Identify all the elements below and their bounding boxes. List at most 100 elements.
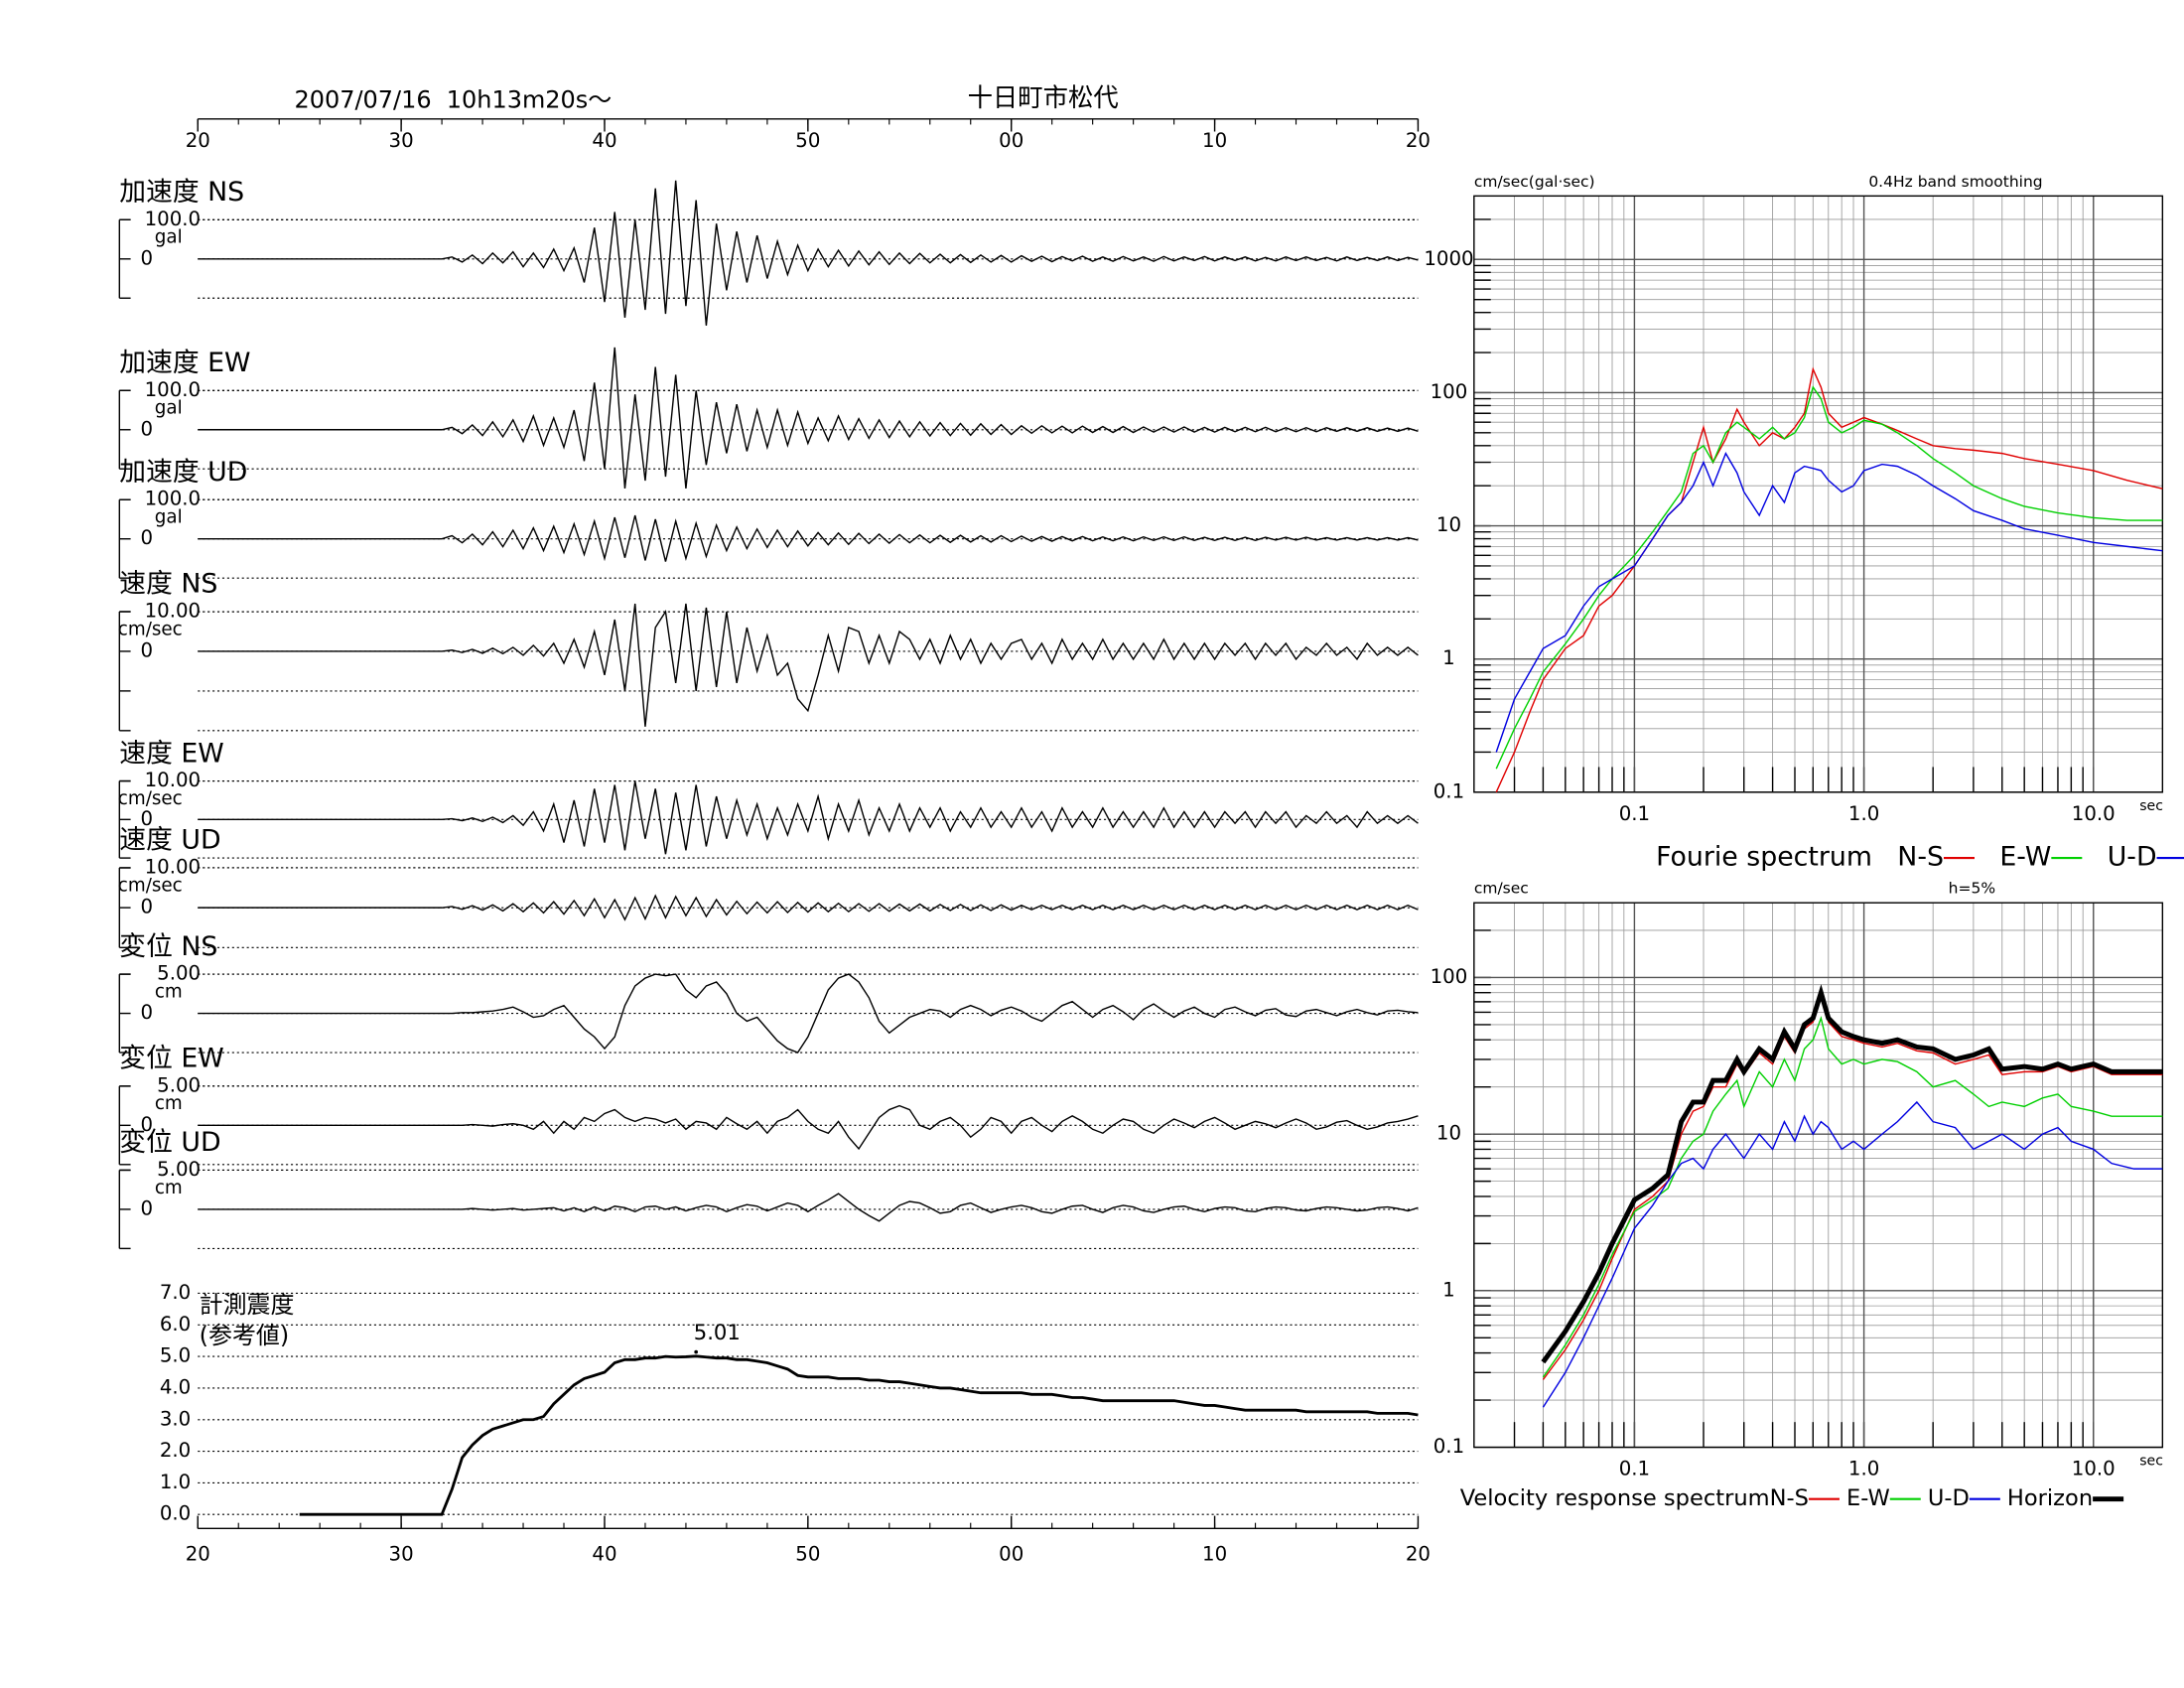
zero-label: 0 — [140, 1113, 153, 1136]
spectrum-line — [1541, 984, 2163, 1364]
unit-label: cm — [155, 981, 183, 1002]
scale-label: 100.0 — [145, 378, 201, 401]
y-axis-label: cm/sec — [1474, 880, 1529, 898]
panel-label: 変位 UD — [119, 1127, 220, 1158]
x-axis-label: sec — [2139, 798, 2163, 814]
peak-dot — [694, 1349, 699, 1354]
x-tick-label: 1.0 — [1848, 1458, 1879, 1480]
y-tick-label: 100 — [1431, 380, 1468, 403]
x-tick-label: 20 — [1406, 129, 1431, 152]
panel-label: 速度 NS — [119, 569, 217, 600]
y-tick-label: 7.0 — [160, 1281, 191, 1304]
intensity-label: (参考値) — [200, 1322, 290, 1349]
intensity-line — [299, 1354, 1419, 1516]
scale-label: 5.00 — [157, 1158, 201, 1181]
unit-label: gal — [155, 227, 183, 248]
x-tick-label: 0.1 — [1619, 802, 1650, 825]
y-tick-label: 3.0 — [160, 1407, 191, 1430]
note: h=5% — [1949, 880, 1995, 898]
panel-label: 変位 EW — [119, 1044, 223, 1074]
y-tick-label: 0.1 — [1433, 779, 1464, 802]
waveform — [198, 603, 1419, 727]
waveform — [198, 1104, 1419, 1151]
scale-label: 10.00 — [145, 855, 201, 878]
legend-label: N-S — [1770, 1485, 1809, 1511]
spectrum-line — [1542, 994, 2163, 1380]
waveform — [198, 180, 1419, 326]
unit-label: cm/sec — [118, 619, 183, 639]
zero-label: 0 — [140, 896, 153, 918]
plot-frame — [1473, 195, 2164, 793]
panel-label: 加速度 UD — [119, 457, 247, 488]
unit-label: gal — [155, 507, 183, 528]
panel-label: 速度 EW — [119, 738, 223, 769]
scale-label: 100.0 — [145, 488, 201, 510]
x-tick-label: 40 — [592, 1543, 616, 1566]
legend-label: E-W — [1846, 1485, 1890, 1511]
legend-label: E-W — [1999, 842, 2051, 873]
note: 0.4Hz band smoothing — [1868, 173, 2042, 191]
y-tick-label: 100 — [1431, 965, 1468, 988]
waveform — [198, 973, 1419, 1054]
y-tick-label: 1 — [1442, 1278, 1455, 1301]
legend-label: N-S — [1897, 842, 1944, 873]
waveform — [198, 514, 1419, 562]
peak-label: 5.01 — [694, 1320, 741, 1344]
record-time: 2007/07/16 10h13m20s〜 — [295, 85, 613, 113]
y-tick-label: 0.0 — [160, 1502, 191, 1525]
unit-label: cm/sec — [118, 875, 183, 896]
legend-label: U-D — [2108, 842, 2157, 873]
scale-label: 5.00 — [157, 1073, 201, 1096]
spectrum-line — [1495, 385, 2163, 770]
zero-label: 0 — [140, 1196, 153, 1219]
y-tick-label: 5.0 — [160, 1344, 191, 1367]
panel-label: 変位 NS — [119, 931, 217, 962]
x-tick-label: 20 — [186, 129, 210, 152]
x-tick-label: 10.0 — [2072, 802, 2116, 825]
spectrum-line — [1542, 1100, 2163, 1408]
x-tick-label: 50 — [795, 129, 820, 152]
y-tick-label: 1.0 — [160, 1471, 191, 1493]
zero-label: 0 — [140, 526, 153, 549]
x-tick-label: 20 — [186, 1543, 210, 1566]
x-tick-label: 50 — [795, 1543, 820, 1566]
zero-label: 0 — [140, 638, 153, 661]
waveform — [198, 1193, 1419, 1222]
spectrum-line — [1495, 452, 2163, 753]
zero-label: 0 — [140, 246, 153, 269]
unit-label: cm — [155, 1093, 183, 1114]
x-tick-label: 20 — [1406, 1543, 1431, 1566]
panel-label: 速度 UD — [119, 825, 220, 856]
y-tick-label: 1000 — [1424, 247, 1473, 270]
scale-label: 10.00 — [145, 769, 201, 791]
unit-label: gal — [155, 398, 183, 419]
legend-title: Fourie spectrum — [1656, 842, 1872, 873]
y-axis-label: cm/sec(gal·sec) — [1474, 173, 1595, 191]
waveform — [198, 780, 1419, 855]
y-tick-label: 10 — [1436, 513, 1461, 536]
x-tick-label: 10.0 — [2072, 1458, 2116, 1480]
x-tick-label: 0.1 — [1619, 1458, 1650, 1480]
y-tick-label: 1 — [1442, 646, 1455, 669]
y-tick-label: 6.0 — [160, 1313, 191, 1336]
x-tick-label: 10 — [1202, 129, 1227, 152]
station-name: 十日町市松代 — [968, 82, 1119, 112]
y-tick-label: 10 — [1436, 1122, 1461, 1145]
intensity-label: 計測震度 — [200, 1291, 295, 1319]
x-tick-label: 30 — [389, 1543, 414, 1566]
legend-title: Velocity response spectrum — [1460, 1485, 1770, 1511]
scale-label: 10.00 — [145, 600, 201, 623]
unit-label: cm — [155, 1178, 183, 1198]
plot-frame — [1473, 902, 2164, 1449]
scale-label: 100.0 — [145, 208, 201, 230]
panel-label: 加速度 NS — [119, 177, 244, 208]
panel-label: 加速度 EW — [119, 348, 250, 378]
x-tick-label: 00 — [999, 1543, 1024, 1566]
unit-label: cm/sec — [118, 788, 183, 809]
x-tick-label: 10 — [1202, 1543, 1227, 1566]
y-tick-label: 0.1 — [1433, 1435, 1464, 1458]
waveform — [198, 894, 1419, 921]
spectrum-line — [1542, 1015, 2163, 1378]
